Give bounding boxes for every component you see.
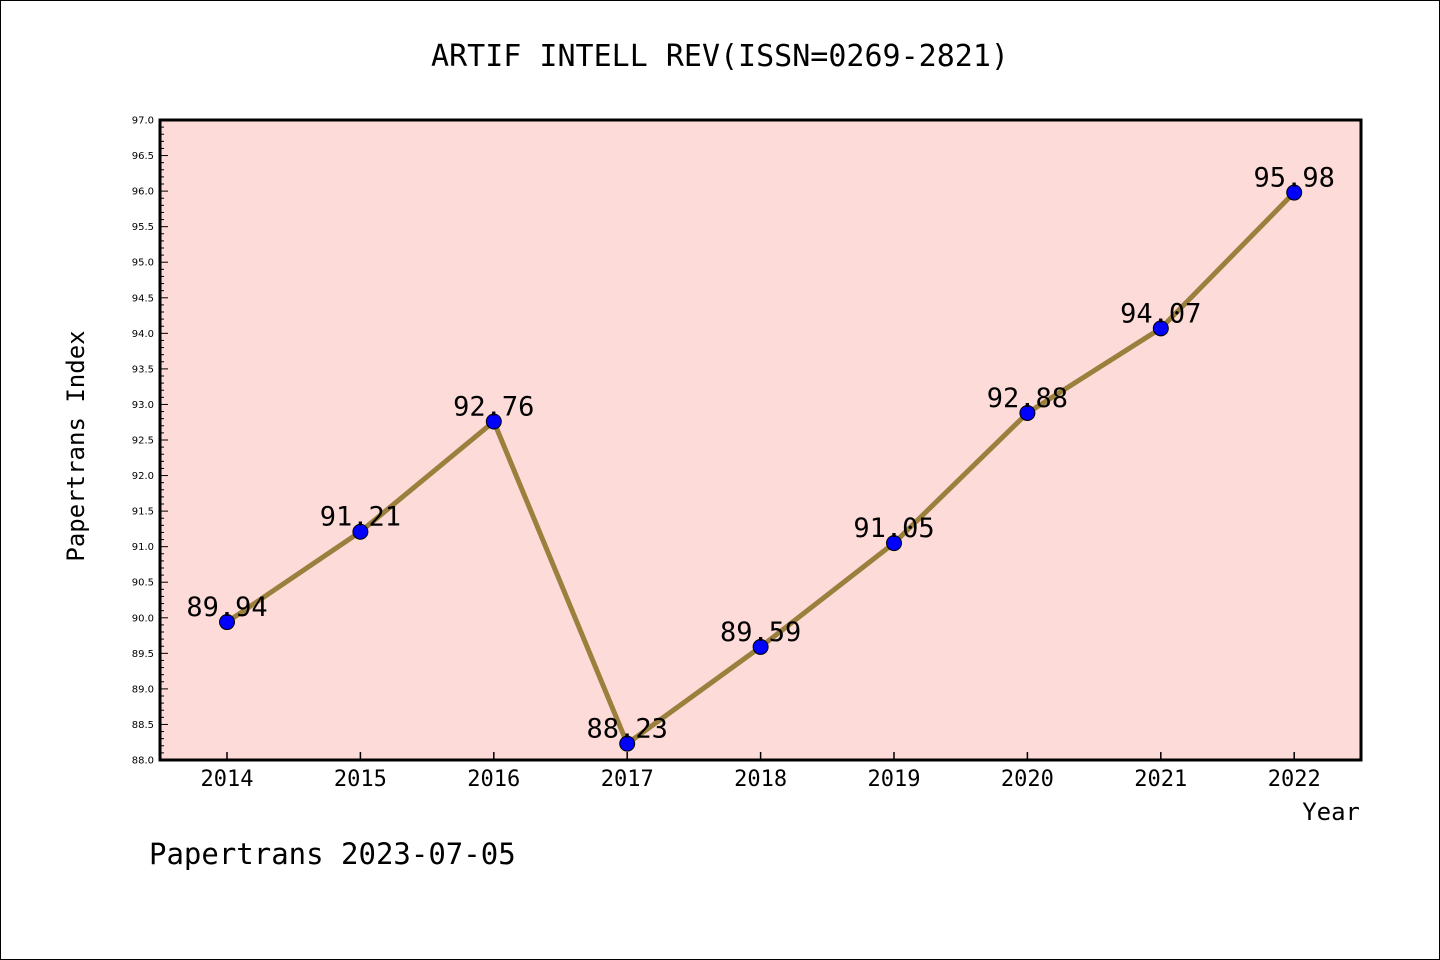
- y-tick-label: 95.5: [132, 222, 154, 233]
- data-point-marker: [219, 614, 235, 631]
- y-axis-label: Papertrans Index: [62, 330, 90, 561]
- x-tick-label: 2020: [1001, 767, 1054, 792]
- plot-area: [158, 118, 1363, 762]
- data-label: 89.59: [720, 617, 801, 648]
- y-tick-label: 92.0: [132, 471, 154, 482]
- x-tick-label: 2022: [1268, 767, 1321, 792]
- x-tick-label: 2021: [1134, 767, 1187, 792]
- y-tick-label: 94.5: [132, 293, 154, 304]
- y-tick-label: 92.5: [132, 436, 154, 447]
- data-point-marker: [886, 535, 902, 552]
- data-label: 92.76: [453, 392, 534, 423]
- y-tick-label: 94.0: [132, 329, 154, 340]
- y-tick-label: 91.5: [132, 507, 154, 518]
- footer-text: Papertrans 2023-07-05: [149, 837, 516, 871]
- y-tick-label: 90.0: [132, 613, 154, 624]
- chart-title: ARTIF INTELL REV(ISSN=0269-2821): [431, 39, 1009, 74]
- y-tick-label: 96.0: [132, 187, 154, 198]
- data-point-marker: [619, 735, 636, 752]
- y-tick-label: 88.0: [132, 756, 154, 767]
- y-tick-label: 93.5: [132, 364, 154, 375]
- x-tick-label: 2016: [467, 767, 520, 792]
- data-label: 92.88: [987, 383, 1068, 414]
- y-tick-label: 89.0: [132, 684, 154, 695]
- y-tick-label: 95.0: [132, 258, 154, 269]
- data-label: 94.07: [1120, 298, 1201, 329]
- y-tick-label: 88.5: [132, 720, 154, 731]
- data-point-marker: [1286, 184, 1303, 201]
- data-label: 89.94: [186, 592, 267, 623]
- data-point-marker: [1152, 320, 1169, 337]
- y-tick-label: 97.0: [132, 116, 154, 127]
- series-group: 89.94 91.21 92.76 88.23 89.59 91.05 92.88 94.07…: [186, 163, 1335, 752]
- data-label: 88.23: [587, 714, 668, 745]
- y-tick-label: 91.0: [132, 542, 154, 553]
- x-tick-label: 2015: [334, 767, 387, 792]
- x-tick-label: 2019: [868, 767, 921, 792]
- x-axis-label: Year: [1302, 798, 1360, 826]
- data-label: 95.98: [1254, 163, 1335, 194]
- y-axis-ticks: 88.0 88.5 89.0 89.5 90.0 90.5 91.0 91.5 92.0 92.5…: [132, 116, 168, 767]
- y-tick-label: 96.5: [132, 151, 154, 162]
- y-tick-label: 90.5: [132, 578, 154, 589]
- data-label: 91.05: [853, 513, 934, 544]
- data-point-marker: [352, 523, 369, 540]
- data-point-marker: [485, 413, 502, 430]
- x-tick-label: 2014: [201, 767, 254, 792]
- y-tick-label: 89.5: [132, 649, 154, 660]
- data-point-marker: [752, 638, 769, 655]
- y-tick-label: 93.0: [132, 400, 154, 411]
- data-point-marker: [1019, 404, 1036, 421]
- data-label: 91.21: [320, 502, 401, 533]
- x-tick-label: 2018: [734, 767, 787, 792]
- x-axis-ticks: 2014 2015 2016 2017 2018 2019 2020 2021 2022: [201, 752, 1321, 792]
- x-tick-label: 2017: [601, 767, 654, 792]
